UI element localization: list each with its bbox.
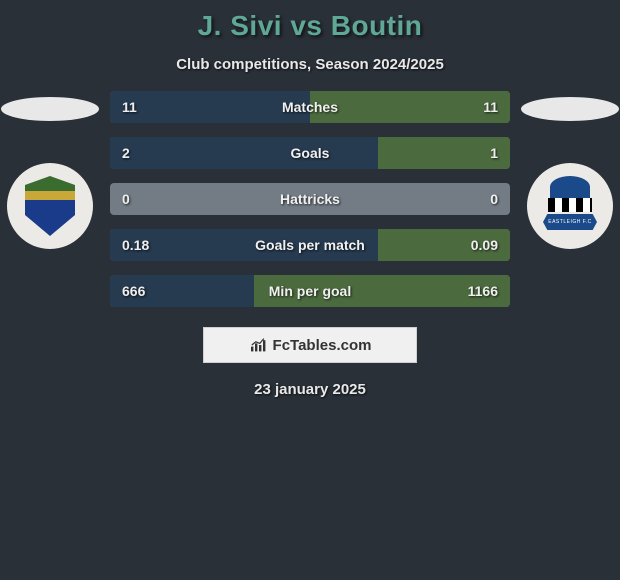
bar-label: Goals bbox=[291, 145, 330, 161]
bar-value-left: 0 bbox=[122, 191, 130, 207]
bar-fill-left bbox=[110, 91, 310, 123]
bar-value-left: 666 bbox=[122, 283, 145, 299]
stat-row: 11 11 Matches bbox=[110, 91, 510, 123]
bar-value-left: 0.18 bbox=[122, 237, 149, 253]
bar-value-right: 11 bbox=[483, 99, 498, 115]
infographic-root: J. Sivi vs Boutin Club competitions, Sea… bbox=[0, 0, 620, 398]
bar-value-left: 11 bbox=[122, 99, 137, 115]
bar-label: Matches bbox=[282, 99, 338, 115]
subtitle: Club competitions, Season 2024/2025 bbox=[0, 56, 620, 73]
crest-left-shield-icon bbox=[25, 176, 75, 236]
crest-right-inner-icon: EASTLEIGH F.C bbox=[540, 176, 600, 236]
bar-value-right: 1166 bbox=[468, 283, 498, 299]
bar-label: Min per goal bbox=[269, 283, 351, 299]
page-title: J. Sivi vs Boutin bbox=[0, 10, 620, 42]
stat-row: 0 0 Hattricks bbox=[110, 183, 510, 215]
bar-value-right: 0 bbox=[490, 191, 498, 207]
bar-value-left: 2 bbox=[122, 145, 130, 161]
left-column bbox=[0, 91, 100, 249]
bar-label: Goals per match bbox=[255, 237, 365, 253]
date-label: 23 january 2025 bbox=[0, 381, 620, 398]
branding-text: FcTables.com bbox=[273, 337, 372, 354]
stat-row: 666 1166 Min per goal bbox=[110, 275, 510, 307]
chart-icon bbox=[249, 337, 269, 353]
main-area: 11 11 Matches 2 1 Goals 0 0 Hattricks 0.18 0.09 Goa… bbox=[0, 91, 620, 307]
left-ellipse bbox=[1, 97, 99, 121]
club-crest-left bbox=[7, 163, 93, 249]
bar-fill-left bbox=[110, 137, 378, 169]
bar-value-right: 1 bbox=[490, 145, 498, 161]
right-column: EASTLEIGH F.C bbox=[520, 91, 620, 249]
branding-box: FcTables.com bbox=[203, 327, 417, 363]
stat-bars: 11 11 Matches 2 1 Goals 0 0 Hattricks 0.18 0.09 Goa… bbox=[110, 91, 510, 307]
right-ellipse bbox=[521, 97, 619, 121]
bar-value-right: 0.09 bbox=[471, 237, 498, 253]
club-crest-right: EASTLEIGH F.C bbox=[527, 163, 613, 249]
crest-right-banner: EASTLEIGH F.C bbox=[543, 214, 597, 230]
stat-row: 2 1 Goals bbox=[110, 137, 510, 169]
bar-fill-right bbox=[310, 91, 510, 123]
bar-label: Hattricks bbox=[280, 191, 340, 207]
stat-row: 0.18 0.09 Goals per match bbox=[110, 229, 510, 261]
